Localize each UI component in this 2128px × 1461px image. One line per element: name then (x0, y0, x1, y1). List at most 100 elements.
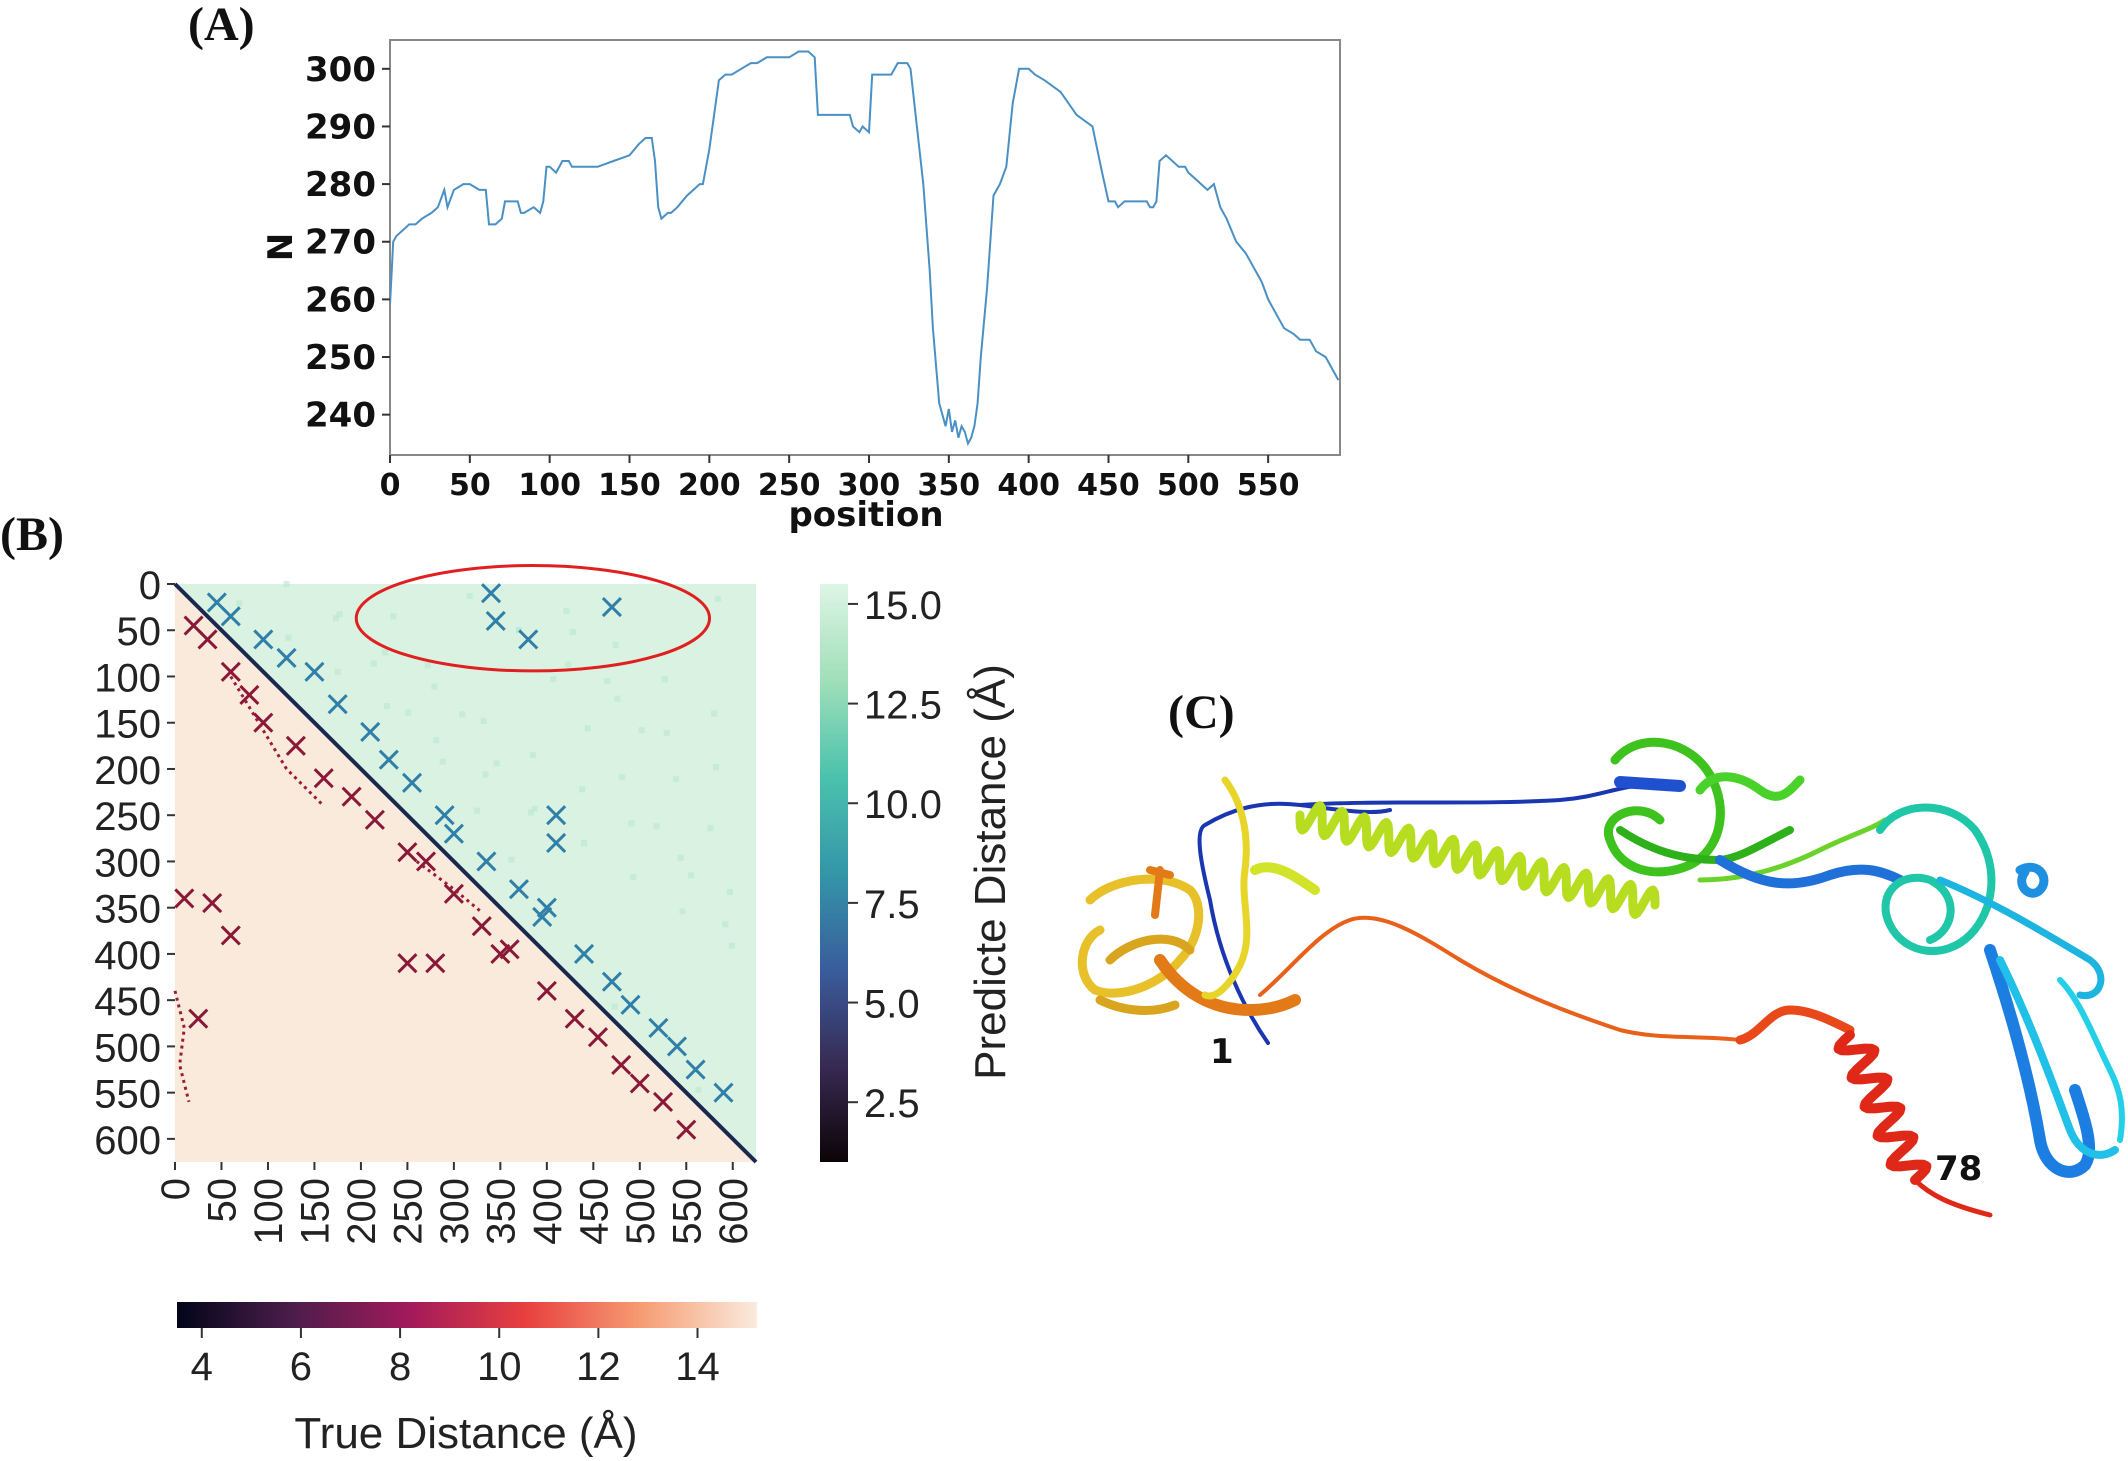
true-contact (397, 953, 418, 974)
line-chart-a: 240 250 260 270 280 290 300 0 50 100 150 200 250 300… (261, 39, 1341, 535)
panel-label-b: (B) (0, 508, 64, 561)
true-contact (536, 980, 557, 1001)
predicted-texture-cell (638, 727, 645, 734)
predicted-texture-cell (563, 607, 570, 614)
true-colorbar-tick-label: 4 (191, 1345, 213, 1389)
predicted-contact (434, 805, 455, 826)
true-contact (253, 712, 274, 733)
x-tick-label-a: 400 (997, 468, 1060, 503)
true-colorbar-ticks: 4 6 8 10 12 14 (191, 1328, 720, 1389)
plot-frame-a (389, 39, 1341, 456)
y-tick-label-a: 240 (305, 396, 376, 436)
predicted-texture-cell (581, 839, 588, 846)
predicted-texture-cell (531, 805, 538, 812)
y-tick-label-b: 100 (94, 656, 161, 700)
predicted-texture-cell (405, 709, 412, 716)
predicted-contact (378, 749, 399, 770)
predicted-texture-cell (673, 776, 680, 783)
x-tick-label-b: 350 (479, 1178, 523, 1245)
predicted-contact (620, 994, 641, 1015)
coil-red-tail (1912, 1177, 1993, 1218)
predicted-texture-cell (431, 683, 438, 690)
true-contact (471, 916, 492, 937)
y-axis-label-a: N (261, 233, 301, 261)
predicted-texture-cell (424, 662, 431, 669)
predicted-texture-cell (370, 660, 377, 667)
predicted-texture-cell (285, 634, 292, 641)
predicted-texture-cell (482, 771, 489, 778)
y-tick-label-a: 270 (305, 223, 376, 263)
predicted-contact (327, 694, 348, 715)
highlight-ellipse (354, 564, 712, 673)
true-contact (490, 943, 511, 964)
y-tick-label-b: 50 (117, 610, 162, 654)
predicted-contact (546, 832, 567, 854)
true-contact (220, 661, 241, 682)
predicted-texture-cell (390, 613, 397, 620)
predicted-contact (476, 851, 497, 872)
contact-patterns (173, 583, 734, 1140)
predicted-colorbar-tick-label: 15.0 (864, 584, 942, 628)
y-tick-label-b: 450 (94, 980, 161, 1024)
predicted-contact (508, 879, 530, 900)
predicted-texture-cell (332, 615, 339, 622)
true-contact (676, 1119, 697, 1140)
predicted-colorbar-tick-label: 10.0 (864, 783, 942, 827)
y-tick-label-b: 550 (94, 1073, 161, 1117)
predicted-texture-cell (236, 600, 243, 607)
residue-label-start: 1 (1210, 1032, 1234, 1072)
true-contact (220, 925, 241, 946)
strand-orange (1154, 954, 1301, 1016)
true-contact (629, 1073, 650, 1094)
predicted-texture-cell (466, 593, 473, 600)
y-tick-label-b: 600 (94, 1119, 161, 1163)
helix-green (1695, 772, 1805, 801)
x-tick-label-b: 450 (572, 1178, 616, 1245)
y-tick-label-a: 300 (305, 50, 376, 90)
true-contact (415, 851, 437, 872)
predicted-contact (443, 823, 464, 844)
true-contact (313, 768, 334, 789)
loop-yellow (1201, 776, 1251, 1000)
predicted-texture-cell (515, 627, 522, 634)
predicted-colorbar-ticks: 2.5 5.0 7.5 10.0 12.5 15.0 (848, 584, 942, 1126)
x-tick-label-a: 50 (449, 468, 491, 503)
predicted-texture-cell (713, 764, 720, 771)
predicted-texture-cell (612, 642, 619, 649)
true-contact (202, 892, 223, 914)
predicted-texture-cell (459, 711, 466, 718)
true-contact (341, 786, 362, 807)
y-tick-label-b: 250 (94, 795, 161, 839)
true-contact (564, 1008, 585, 1029)
true-colorbar-label: True Distance (Å) (294, 1409, 637, 1458)
y-tick-label-b: 200 (94, 749, 161, 793)
x-tick-label-a: 200 (678, 468, 741, 503)
y-tick-label-b: 150 (94, 703, 161, 747)
predicted-colorbar-tick-label: 7.5 (864, 883, 920, 927)
x-tick-label-a: 500 (1157, 468, 1220, 503)
predicted-contact (253, 629, 274, 650)
predicted-texture-cell (480, 717, 487, 724)
true-contact (188, 1008, 209, 1029)
panel-label-c: (C) (1168, 686, 1235, 739)
predicted-texture-cell (619, 774, 626, 781)
true-contact (364, 809, 385, 830)
true-colorbar-tick-label: 8 (389, 1345, 411, 1389)
domain-yellow (1077, 874, 1204, 998)
x-axis-b: 0 50 100 150 200 250 300 350 400 450 500 550 600 (154, 1162, 756, 1245)
predicted-texture-cell (334, 668, 341, 675)
y-tick-label-b: 400 (94, 934, 161, 978)
true-contact (425, 953, 446, 974)
predicted-texture-cell (283, 581, 290, 587)
x-tick-label-a: 0 (380, 468, 401, 503)
predicted-contact (220, 606, 241, 627)
panel-label-a: (A) (188, 0, 255, 51)
protein-structure-c (1077, 737, 2125, 1218)
coil-blue-2 (1298, 783, 1652, 807)
helix-long (1295, 801, 1660, 919)
y-tick-label-b: 0 (139, 564, 161, 608)
predicted-texture-cell (611, 1003, 618, 1010)
true-contact (443, 883, 464, 904)
